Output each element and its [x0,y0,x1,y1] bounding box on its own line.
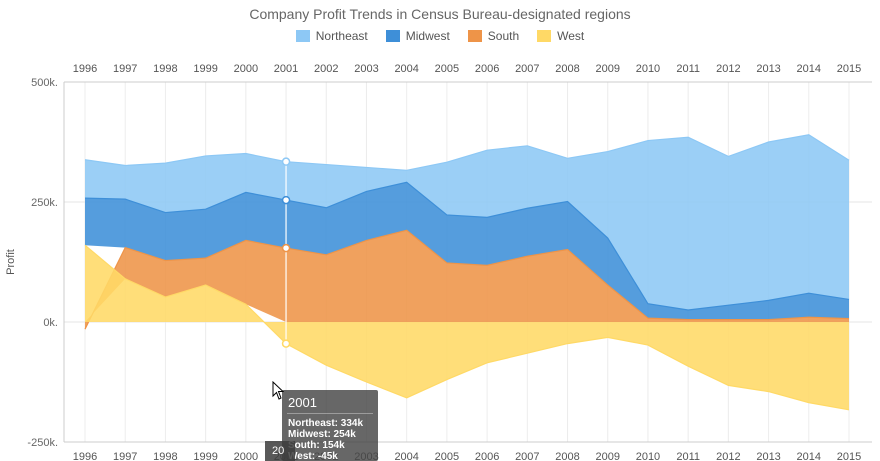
marker-northeast [281,157,291,166]
tooltip-row-south: South: 154k [288,440,345,451]
chart-title: Company Profit Trends in Census Bureau-d… [249,6,631,22]
legend-swatch [385,30,400,42]
area-south [85,230,849,330]
y-tick-label: 0k. [43,317,58,329]
legend: Northeast Midwest South West [0,29,880,43]
line-midwest [84,181,850,311]
legend-swatch [537,30,552,42]
x-tick-label-bottom: 2007 [515,451,539,461]
legend-label: South [487,29,520,43]
x-tick-label-bottom: 2009 [595,451,619,461]
legend-item-west[interactable]: West [537,29,584,43]
x-tick-label-top: 1998 [153,63,177,75]
y-axis-label: Profit [5,249,17,275]
x-tick-label-top: 2008 [555,63,579,75]
y-tick-label: -250k. [27,437,58,449]
tooltip-row-northeast: Northeast: 334k [288,418,364,429]
y-tick-label: 250k. [31,197,58,209]
x-tick-label-bottom: 2006 [475,451,499,461]
x-tick-label-bottom: 2012 [716,451,740,461]
x-tick-label-bottom: 2015 [837,451,861,461]
x-tick-label-top: 2013 [756,63,780,75]
x-tick-label-bottom: 2013 [756,451,780,461]
mouse-cursor-icon [272,381,285,400]
x-tick-label-top: 1996 [73,63,97,75]
x-tick-label-top: 2001 [274,63,298,75]
marker-midwest [281,195,291,205]
x-tick-label-bottom: 2005 [435,451,459,461]
x-tick-label-bottom: 1996 [73,451,97,461]
legend-swatch [295,30,310,42]
x-tick-label-top: 2012 [716,63,740,75]
x-tick-label-bottom: 1999 [193,451,217,461]
x-tick-label-top: 2004 [394,63,418,75]
tooltip-row-west: West: -45k [288,451,338,461]
x-tick-label-bottom: 2008 [555,451,579,461]
line-northeast [84,134,850,171]
tooltip-title: 2001 [288,395,317,410]
x-tick-label-top: 2006 [475,63,499,75]
legend-item-midwest[interactable]: Midwest [385,29,450,43]
tooltip-row-midwest: Midwest: 254k [288,429,356,440]
line-south [84,229,850,330]
legend-item-northeast[interactable]: Northeast [295,29,368,43]
x-tick-label-top: 2015 [837,63,861,75]
legend-label: Midwest [405,29,450,43]
x-tick-label-top: 2010 [636,63,660,75]
crosshair-x-label: 20 [265,441,295,461]
area-northeast [85,134,849,310]
x-tick-label-top: 2011 [676,63,700,75]
tooltip: 2001 Northeast: 334k Midwest: 254k South… [282,390,378,461]
x-tick-label-top: 1999 [193,63,217,75]
x-tick-label-bottom: 2010 [636,451,660,461]
marker-west [281,339,291,348]
y-tick-label: 500k. [31,77,58,89]
legend-swatch [467,30,482,42]
legend-item-south[interactable]: South [467,29,520,43]
x-tick-label-bottom: 2011 [676,451,700,461]
area-west [85,245,849,410]
x-tick-label-bottom: 2000 [234,451,258,461]
x-tick-label-top: 1997 [113,63,137,75]
x-tick-label-top: 2002 [314,63,338,75]
x-tick-label-top: 2007 [515,63,539,75]
area-midwest [85,182,849,320]
x-tick-label-top: 2000 [234,63,258,75]
x-tick-label-top: 2005 [435,63,459,75]
line-west [84,244,850,411]
x-tick-label-top: 2009 [595,63,619,75]
marker-south [281,243,291,253]
x-tick-label-bottom: 2014 [797,451,821,461]
x-tick-label-bottom: 2004 [394,451,418,461]
x-tick-label-top: 2003 [354,63,378,75]
x-tick-label-bottom: 1997 [113,451,137,461]
x-tick-label-bottom: 1998 [153,451,177,461]
legend-label: Northeast [315,29,368,43]
x-tick-label-top: 2014 [797,63,821,75]
legend-label: West [557,29,585,43]
